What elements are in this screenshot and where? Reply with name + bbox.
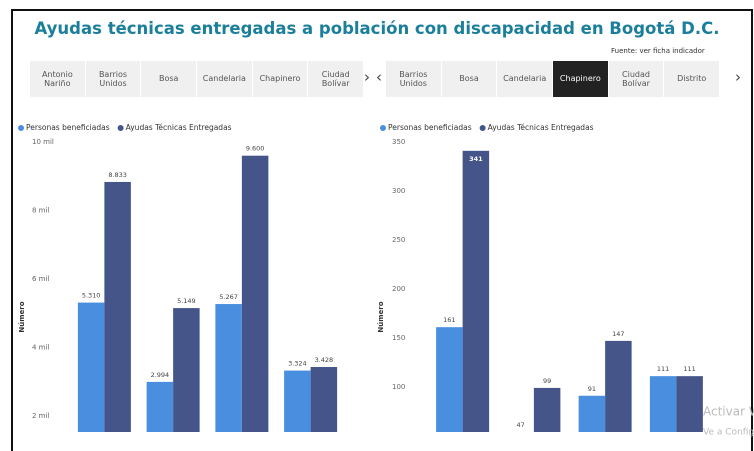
bar [284, 370, 311, 432]
source-note: Fuente: ver ficha indicador [611, 47, 705, 55]
bar [605, 340, 632, 432]
data-label: 3.324 [288, 360, 307, 368]
slicer-item[interactable]: Ciudad Bolívar [608, 61, 664, 97]
data-label: 8.833 [108, 171, 127, 179]
slicer-item[interactable]: Barrios Unidos [386, 61, 441, 97]
y-tick-label: 2 mil [32, 412, 49, 420]
data-label: 341 [469, 155, 483, 163]
y-tick-label: 10 mil [32, 138, 54, 146]
y-tick-label: 150 [392, 334, 405, 342]
slicer-item[interactable]: Chapinero [252, 61, 308, 97]
data-label: 91 [588, 385, 596, 393]
legend-label: Personas beneficiadas [388, 123, 472, 132]
legend-label: Ayudas Técnicas Entregadas [126, 123, 232, 132]
data-label: 99 [543, 377, 551, 385]
slicer-item[interactable]: Candelaria [497, 61, 553, 97]
legend-label: Personas beneficiadas [26, 123, 110, 132]
slicer-item[interactable]: Ciudad Bolívar [308, 61, 364, 97]
slicer: Antonio Nariño Barrios Unidos Bosa Candelar… [30, 61, 364, 97]
watermark: Ve a Config [703, 428, 754, 438]
slicer-item[interactable]: Barrios Unidos [85, 61, 141, 97]
slicer-item[interactable]: Bosa [441, 61, 497, 97]
legend-swatch [117, 125, 124, 131]
bar [462, 150, 490, 432]
bar [310, 367, 338, 432]
data-label: 111 [683, 365, 695, 373]
slicer-item[interactable]: Bosa [141, 61, 197, 97]
y-tick-label: 6 mil [32, 275, 49, 283]
bar [436, 327, 463, 432]
bar [241, 155, 269, 433]
legend-label: Ayudas Técnicas Entregadas [488, 123, 594, 132]
data-label: 111 [657, 365, 669, 373]
bar [676, 376, 703, 432]
y-axis-title: Número [18, 301, 26, 332]
y-tick-label: 350 [392, 138, 405, 146]
slicer-item[interactable]: Candelaria [197, 61, 252, 97]
bar [104, 181, 131, 432]
watermark: Activar W [703, 405, 754, 419]
bar [533, 387, 561, 432]
data-label: 161 [443, 316, 455, 324]
slicer: Barrios Unidos Bosa Candelaria Chapinero Ciu… [386, 61, 720, 97]
bar [649, 376, 677, 432]
data-label: 147 [612, 330, 624, 338]
legend-swatch [479, 125, 486, 131]
legend-swatch [18, 125, 24, 131]
bar [77, 302, 105, 432]
y-tick-label: 250 [392, 236, 405, 244]
slicer-item[interactable]: Chapinero [553, 61, 608, 97]
y-tick-label: 200 [392, 285, 405, 293]
y-tick-label: 100 [392, 383, 405, 391]
data-label: 2.994 [151, 371, 170, 379]
page-title: Ayudas técnicas entregadas a población c… [34, 19, 720, 38]
data-label: 5.267 [219, 293, 238, 301]
next-arrow[interactable]: › [364, 68, 370, 86]
next-arrow[interactable]: › [735, 68, 741, 86]
data-label: 5.310 [82, 292, 101, 300]
data-label: 47 [516, 421, 524, 429]
frame [11, 9, 753, 451]
y-tick-label: 300 [392, 187, 405, 195]
bar [215, 304, 242, 432]
slicer-item[interactable]: Antonio Nariño [30, 61, 85, 97]
data-label: 5.149 [177, 297, 196, 305]
y-axis-title: Número [377, 301, 385, 332]
data-label: 3.428 [315, 356, 334, 364]
prev-arrow[interactable]: ‹ [376, 68, 382, 86]
bar [578, 395, 606, 432]
slicer-item[interactable]: Distrito [664, 61, 720, 97]
y-tick-label: 8 mil [32, 206, 49, 214]
y-tick-label: 4 mil [32, 343, 49, 351]
bar [173, 308, 200, 432]
legend-swatch [380, 125, 386, 131]
data-label: 9.600 [246, 145, 265, 153]
bar [146, 381, 174, 432]
